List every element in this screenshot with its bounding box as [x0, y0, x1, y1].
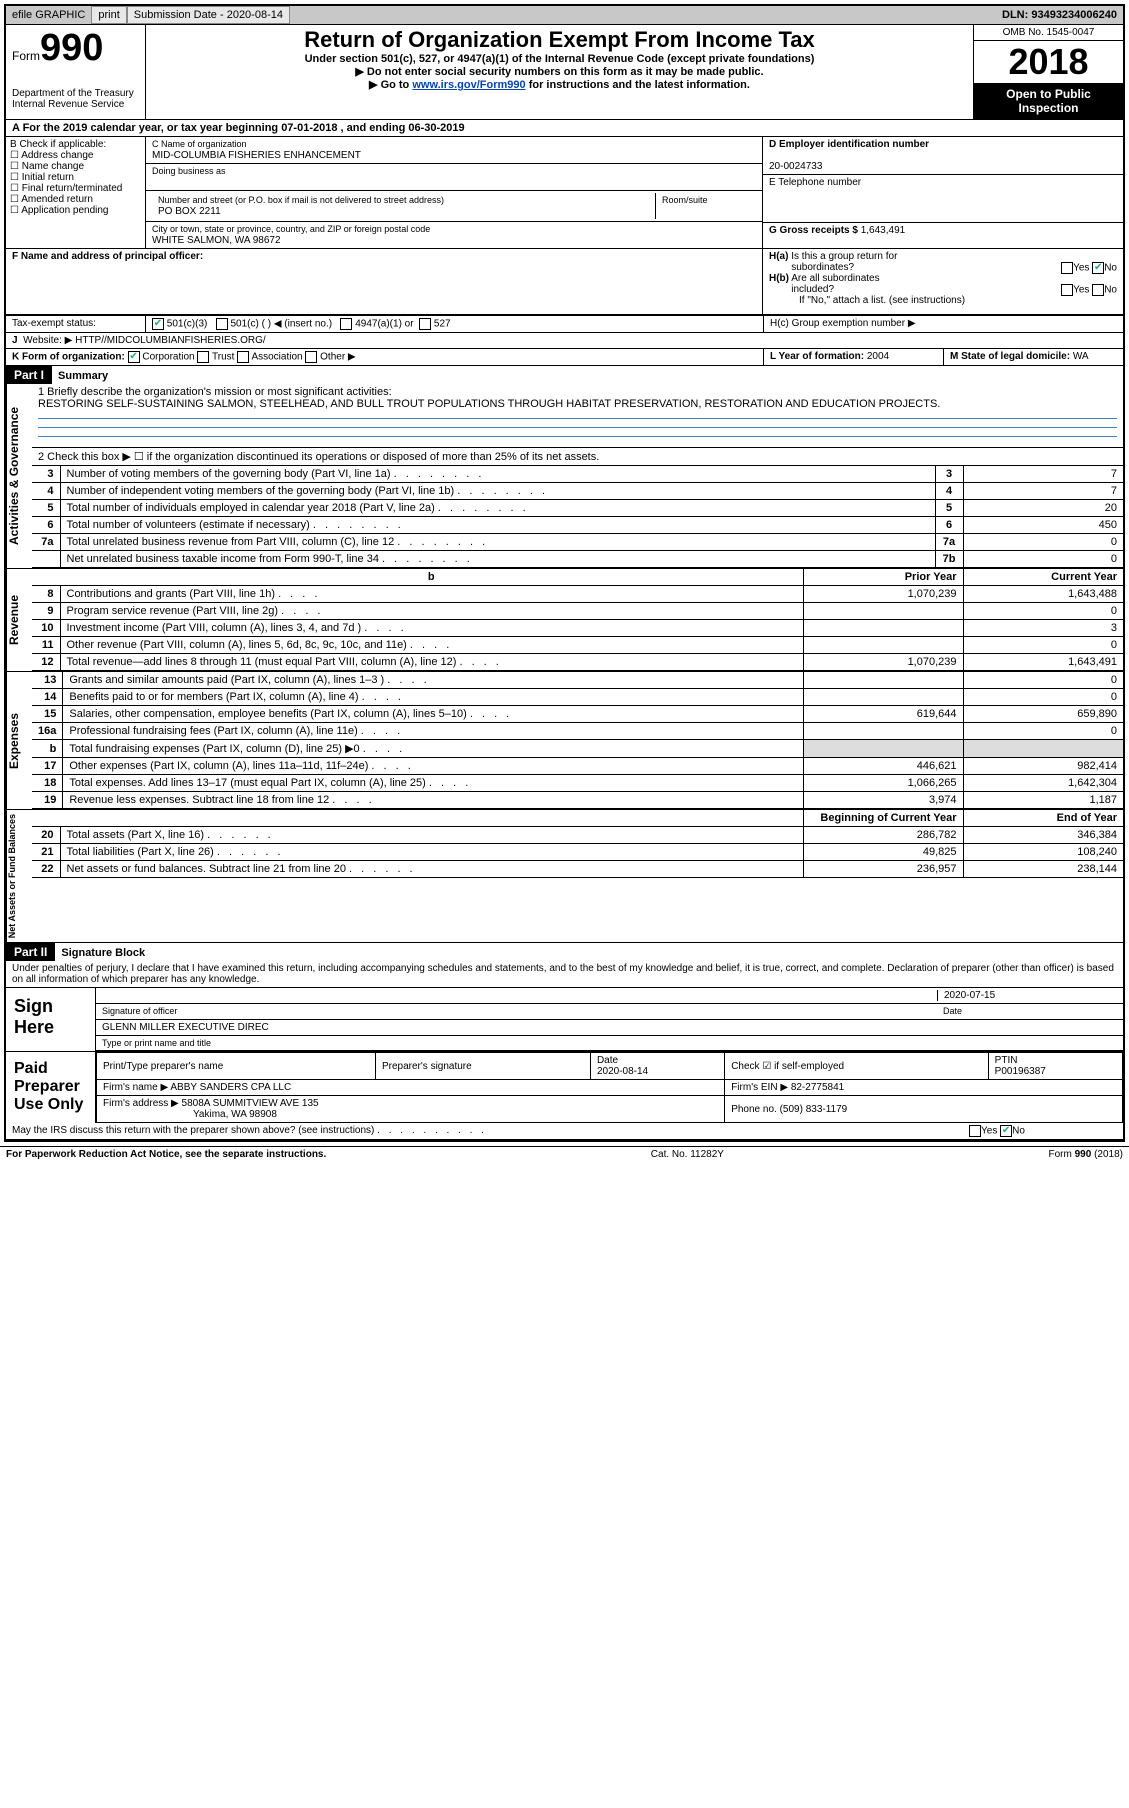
paid-preparer-label: Paid Preparer Use Only	[6, 1052, 96, 1123]
chk-amended[interactable]: ☐ Amended return	[10, 194, 141, 205]
form-title: Return of Organization Exempt From Incom…	[146, 25, 973, 119]
declaration: Under penalties of perjury, I declare th…	[6, 961, 1123, 987]
preparer-table: Print/Type preparer's name Preparer's si…	[96, 1052, 1123, 1123]
irs-link[interactable]: www.irs.gov/Form990	[412, 79, 525, 91]
hc-group-exemption: H(c) Group exemption number ▶	[763, 316, 1123, 332]
sign-here-label: Sign Here	[6, 988, 96, 1051]
form-number-box: Form990 Department of the Treasury Inter…	[6, 25, 146, 119]
rev-table: bPrior YearCurrent Year 8Contributions a…	[32, 569, 1123, 671]
side-net: Net Assets or Fund Balances	[6, 810, 32, 942]
dln: DLN: 93493234006240	[996, 7, 1123, 23]
chk-final[interactable]: ☐ Final return/terminated	[10, 183, 141, 194]
print-button[interactable]: print	[91, 6, 126, 24]
ag-table: 3Number of voting members of the governi…	[32, 466, 1123, 568]
col-c-org: C Name of organizationMID-COLUMBIA FISHE…	[146, 137, 763, 248]
exp-table: 13Grants and similar amounts paid (Part …	[32, 672, 1123, 809]
submission-date: Submission Date - 2020-08-14	[127, 6, 290, 24]
efile-label: efile GRAPHIC	[6, 7, 91, 23]
tax-year-row: A For the 2019 calendar year, or tax yea…	[6, 120, 1123, 137]
tax-exempt-options: 501(c)(3) 501(c) ( ) ◀ (insert no.) 4947…	[146, 316, 763, 332]
col-b-checkboxes: B Check if applicable: ☐ Address change …	[6, 137, 146, 248]
chk-pending[interactable]: ☐ Application pending	[10, 205, 141, 216]
col-d-ein: D Employer identification number20-00247…	[763, 137, 1123, 248]
year-formation: L Year of formation: 2004	[763, 349, 943, 365]
form-org-row: K Form of organization: Corporation Trus…	[6, 349, 763, 365]
mission-block: 1 Briefly describe the organization's mi…	[32, 384, 1123, 448]
line2: 2 Check this box ▶ ☐ if the organization…	[32, 448, 1123, 466]
year-box: OMB No. 1545-0047 2018 Open to PublicIns…	[973, 25, 1123, 119]
chk-name[interactable]: ☐ Name change	[10, 161, 141, 172]
net-table: Beginning of Current YearEnd of Year 20T…	[32, 810, 1123, 878]
tax-exempt-label: Tax-exempt status:	[6, 316, 146, 332]
topbar: efile GRAPHIC print Submission Date - 20…	[6, 6, 1123, 25]
website-row: J Website: ▶ HTTP//MIDCOLUMBIANFISHERIES…	[6, 333, 1123, 348]
group-return: H(a) Is this a group return for subordin…	[763, 249, 1123, 314]
footer: For Paperwork Reduction Act Notice, see …	[0, 1146, 1129, 1162]
principal-officer: F Name and address of principal officer:	[6, 249, 763, 314]
side-revenue: Revenue	[6, 569, 32, 671]
chk-address[interactable]: ☐ Address change	[10, 150, 141, 161]
part2-header: Part IISignature Block	[6, 943, 1123, 961]
side-activities: Activities & Governance	[6, 384, 32, 568]
chk-initial[interactable]: ☐ Initial return	[10, 172, 141, 183]
part1-header: Part ISummary	[6, 366, 1123, 384]
state-domicile: M State of legal domicile: WA	[943, 349, 1123, 365]
discuss-row: May the IRS discuss this return with the…	[6, 1123, 963, 1139]
side-expenses: Expenses	[6, 672, 32, 809]
